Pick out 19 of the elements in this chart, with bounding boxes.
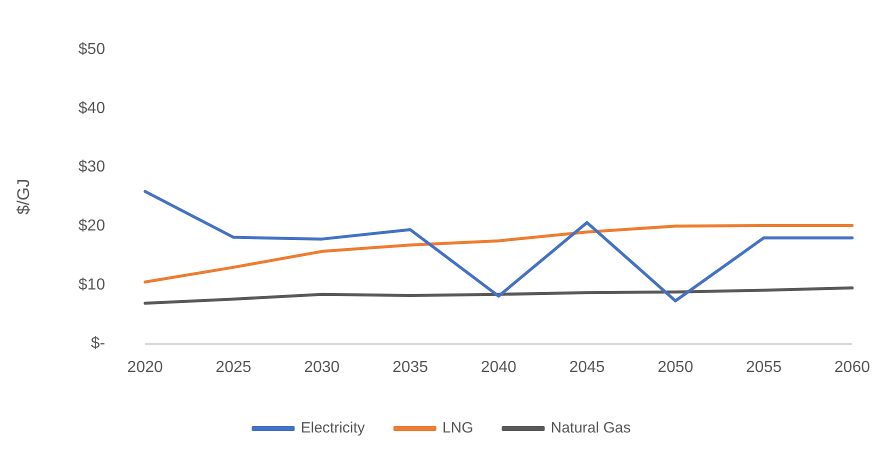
y-tick-label: $50 [78, 41, 106, 58]
x-tick-label: 2025 [216, 358, 252, 376]
legend-label: Electricity [300, 420, 366, 437]
y-axis-title: $/GJ [14, 178, 33, 215]
x-tick-label: 2020 [127, 358, 163, 376]
y-tick-label: $40 [78, 100, 106, 117]
legend-label: LNG [442, 420, 474, 437]
y-tick-label: $10 [78, 276, 106, 294]
x-tick-label: 2055 [746, 358, 782, 376]
y-tick-label: $20 [78, 218, 106, 235]
x-tick-label: 2030 [304, 358, 340, 376]
x-tick-label: 2045 [569, 358, 605, 376]
x-tick-label: 2060 [834, 358, 870, 376]
y-tick-label: $30 [78, 158, 106, 176]
x-tick-label: 2035 [392, 358, 428, 376]
x-tick-label: 2050 [658, 358, 694, 376]
legend-label: Natural Gas [550, 420, 631, 437]
y-tick-label: $- [90, 335, 106, 352]
x-tick-label: 2040 [480, 358, 517, 376]
